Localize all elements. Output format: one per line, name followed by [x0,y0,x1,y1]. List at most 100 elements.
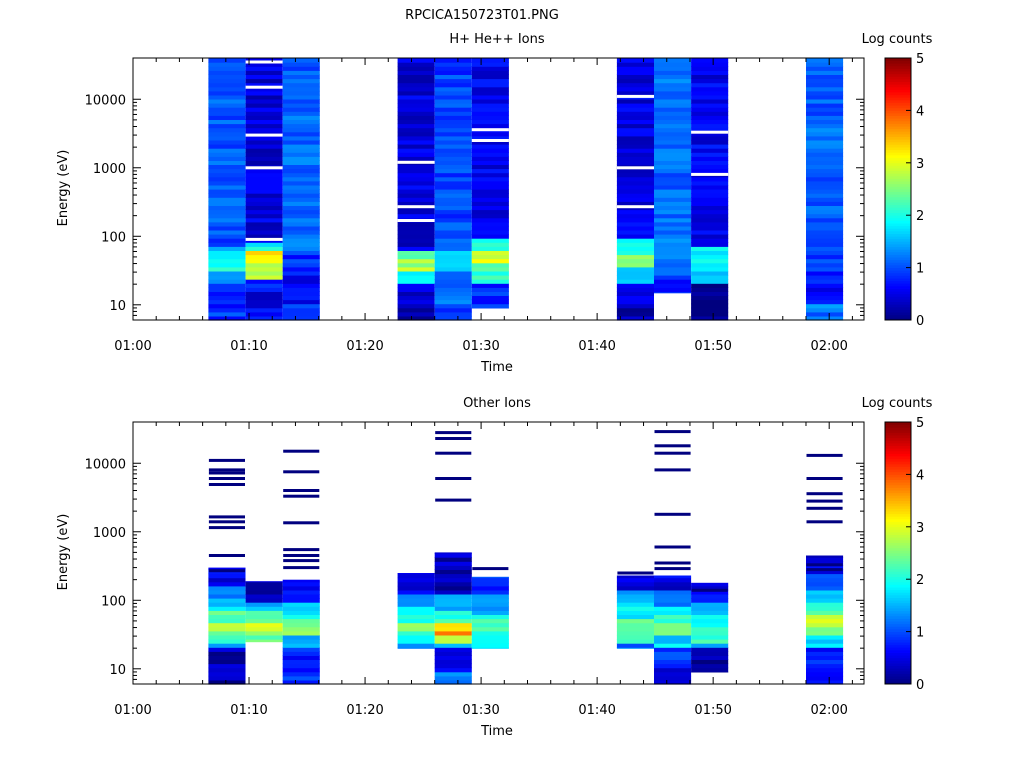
colorbar-swatch [885,563,911,567]
spectrogram-cell [434,287,472,292]
spectrogram-cell [806,103,844,108]
spectrogram-cell [471,598,509,603]
spectrogram-cell [471,291,509,296]
spectrogram-cell [471,148,509,153]
spectrogram-cell [397,144,435,149]
spectrogram-cell [654,82,692,88]
spectrogram-cell [691,291,729,296]
colorbar-swatch [885,518,911,522]
spectrogram-cell [654,266,692,272]
spectrogram-cell [616,262,654,268]
spectrogram-cell [806,131,844,137]
colorbar-swatch [885,626,911,630]
spectrogram-cell [806,287,844,292]
colorbar-swatch [885,432,911,436]
x-tick-label: 01:00 [114,703,151,718]
colorbar-swatch [885,280,911,284]
spectrogram-cell [471,135,509,141]
spectrogram-cell [616,201,654,206]
spectrogram-cell [245,86,283,92]
colorbar-swatch [885,463,911,467]
colorbar-swatch [885,652,911,656]
spectrogram-cell [806,160,844,165]
spectrogram-cell [616,189,654,194]
colorbar-swatch [885,107,911,111]
spectrogram-cell [397,180,435,186]
spectrogram-cell [616,634,654,640]
spectrogram-cell [806,618,844,624]
spectrogram-cell [434,258,472,264]
spectrogram-cell [654,156,692,161]
spectrogram-cell [245,581,283,587]
colorbar-swatch [885,503,911,507]
colorbar-swatch [885,534,911,538]
sparse-count-line [208,458,245,462]
spectrogram-cell [282,242,320,247]
spectrogram-cell [397,115,435,120]
spectrogram-cell [434,630,472,636]
spectrogram-cell [691,242,729,247]
spectrogram-cell [691,647,729,652]
colorbar-swatch [885,639,911,643]
colorbar-swatch [885,207,911,211]
spectrogram-cell [245,598,283,603]
spectrogram-cell [616,254,654,260]
spectrogram-cell [806,270,844,276]
spectrogram-cell [691,299,729,305]
spectrogram-cell [245,123,283,129]
sparse-count-line [283,489,320,492]
spectrogram-cell [691,62,729,67]
spectrogram-cell [654,180,692,186]
sparse-count-line [208,520,245,524]
spectrogram-cell [208,197,246,202]
spectrogram-cell [691,127,729,133]
spectrogram-cell [208,655,246,660]
colorbar-swatch [885,437,911,441]
spectrogram-cell [434,254,472,260]
spectrogram-cell [397,70,435,75]
colorbar-swatch [885,448,911,452]
spectrogram-cell [245,172,283,178]
colorbar-swatch [885,204,911,208]
spectrogram-cell [806,94,844,100]
spectrogram-cell [654,94,692,100]
spectrogram-cell [434,589,472,595]
spectrogram-cell [806,234,844,239]
spectrogram-cell [208,303,246,309]
colorbar-swatch [885,490,911,494]
colorbar-swatch [885,212,911,216]
spectrogram-cell [806,663,844,669]
spectrogram-cell [434,213,472,219]
colorbar-swatch [885,309,911,313]
spectrogram-cell [691,164,729,170]
spectrogram-cell [471,123,509,129]
spectrogram-cell [434,229,472,235]
spectrogram-cell [616,160,654,165]
spectrogram-cell [245,213,283,219]
spectrogram-cell [434,197,472,202]
spectrogram-cell [654,258,692,264]
spectrogram-cell [806,291,844,296]
colorbar-swatch [885,660,911,664]
spectrogram-cell [208,279,246,284]
sparse-count-line [283,559,320,563]
colorbar-swatch [885,168,911,172]
colorbar-swatch [885,479,911,483]
spectrogram-cell [434,78,472,84]
spectrogram-cell [471,156,509,161]
spectrogram-cell [245,614,283,620]
colorbar-swatch [885,615,911,619]
spectrogram-cell [434,168,472,174]
spectrogram-cell [691,205,729,211]
spectrogram-cell [691,180,729,186]
spectrogram-cell [245,90,283,96]
colorbar-swatch [885,636,911,640]
spectrogram-cell [806,659,844,665]
spectrogram-cell [654,626,692,632]
spectrogram-cell [471,225,509,231]
spectrogram-cell [616,62,654,67]
spectrogram-cell [806,119,844,125]
colorbar-swatch [885,511,911,515]
y-tick-label: 1000 [93,162,126,177]
spectrogram-cell [434,103,472,108]
